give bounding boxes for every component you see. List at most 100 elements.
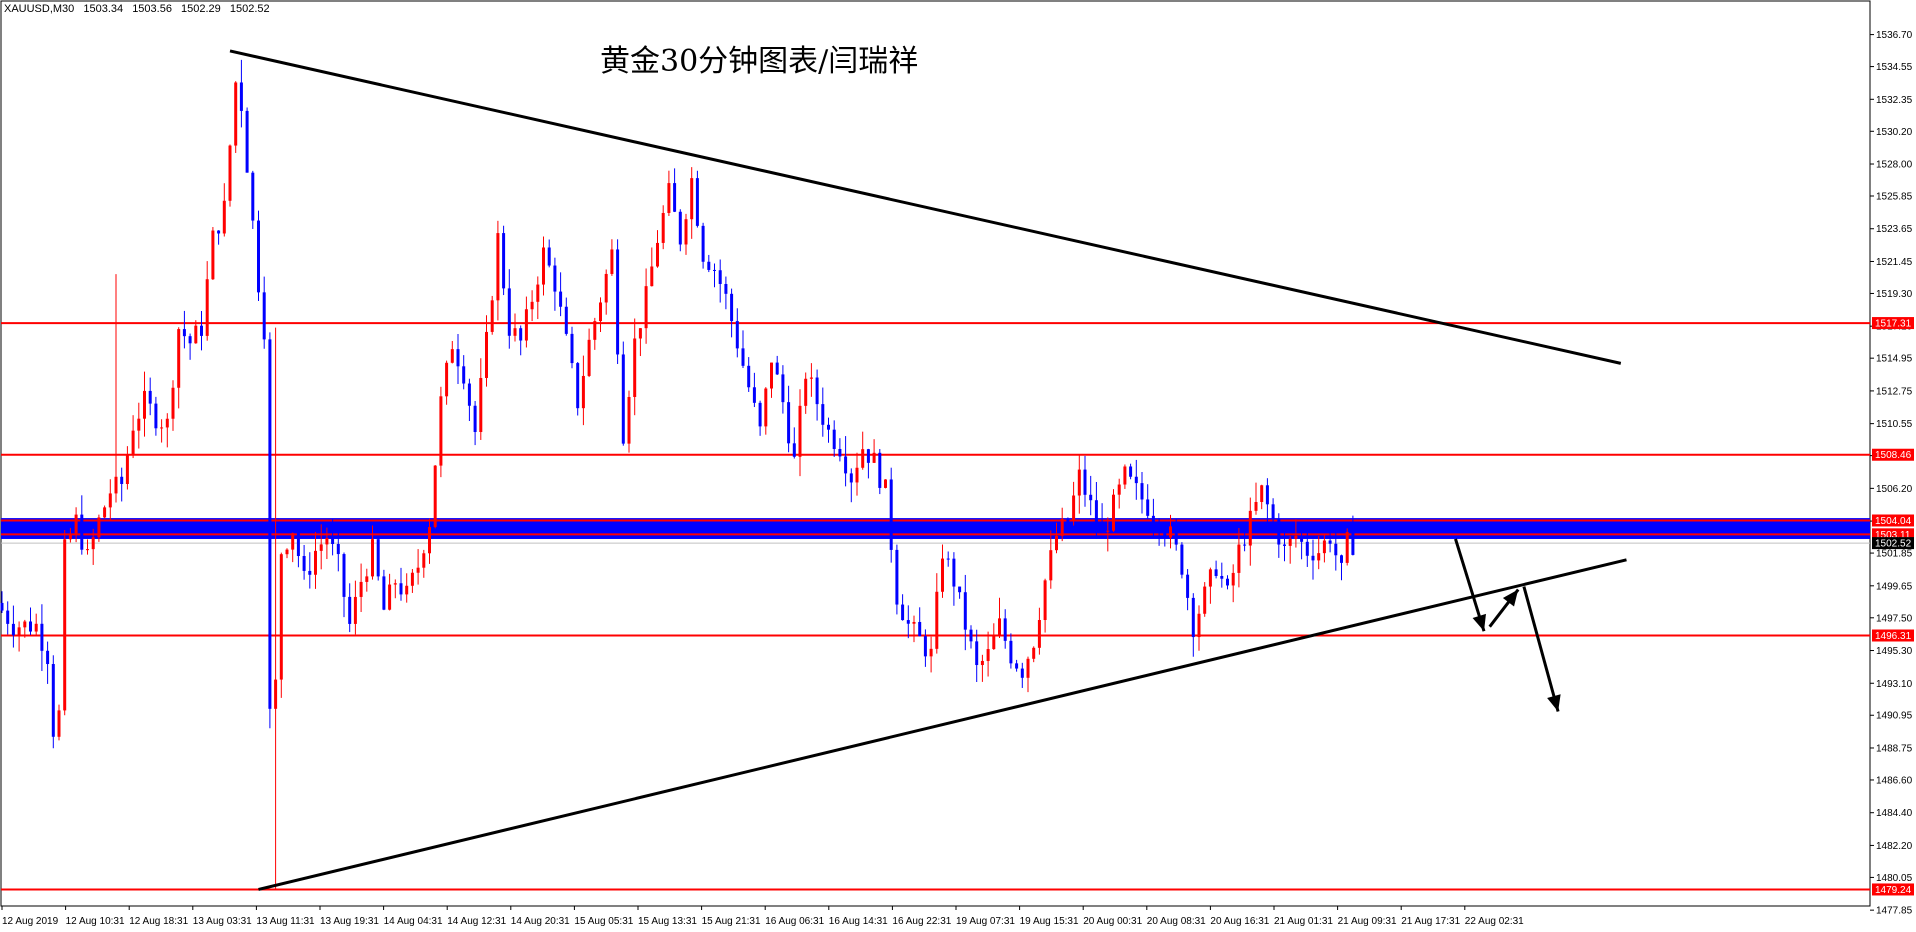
trendline-lower — [258, 558, 1627, 891]
candle-body — [1140, 483, 1144, 500]
candle-body — [741, 348, 745, 366]
candle-body — [365, 576, 369, 582]
candle-body — [906, 620, 910, 624]
candle-body — [302, 556, 306, 571]
candle-body — [1009, 640, 1013, 664]
candle-body — [1191, 597, 1195, 638]
candle-body — [1089, 494, 1093, 501]
candle-body — [91, 537, 95, 550]
level-tag-label: 1503.11 — [1875, 530, 1911, 541]
candle-body — [205, 279, 209, 336]
x-tick-label: 19 Aug 07:31 — [956, 916, 1015, 927]
candle-body — [638, 328, 642, 339]
y-tick-label: 1519.30 — [1876, 289, 1913, 300]
candle-body — [593, 321, 597, 340]
candle-body — [490, 300, 494, 332]
candle-body — [713, 269, 716, 271]
candle-body — [730, 293, 734, 322]
candle-body — [268, 339, 272, 709]
candle-body — [17, 627, 21, 636]
candle-body — [137, 418, 141, 431]
candle-body — [1260, 485, 1264, 503]
y-tick-label: 1477.85 — [1876, 906, 1913, 917]
candle-body — [536, 284, 540, 302]
candle-body — [929, 648, 933, 657]
candle-body — [416, 567, 420, 573]
level-tag — [1872, 629, 1914, 642]
candle-body — [114, 476, 118, 494]
y-tick-label: 1536.70 — [1876, 30, 1913, 41]
candle-body — [496, 233, 500, 301]
close-value: 1502.52 — [229, 3, 270, 15]
x-tick-label: 16 Aug 22:31 — [892, 916, 951, 927]
candle-body — [279, 554, 283, 680]
y-tick-label: 1514.95 — [1876, 354, 1913, 365]
candle-body — [228, 145, 232, 201]
level-tag — [1872, 317, 1914, 330]
candle-body — [667, 183, 671, 213]
x-tick-label: 16 Aug 14:31 — [829, 916, 888, 927]
x-tick-label: 14 Aug 04:31 — [384, 916, 443, 927]
candle-body — [251, 172, 255, 221]
candle-body — [969, 629, 973, 642]
high-value: 1503.56 — [132, 3, 172, 15]
candle-body — [1106, 530, 1110, 532]
candle-body — [963, 592, 967, 630]
candle-body — [160, 427, 164, 429]
candle-body — [125, 455, 129, 484]
level-tag-label: 1496.31 — [1875, 631, 1912, 642]
candle-body — [1271, 504, 1275, 520]
candle-body — [1197, 613, 1201, 638]
y-tick-label: 1534.55 — [1876, 62, 1913, 73]
candle-body — [616, 249, 620, 355]
candle-body — [507, 288, 511, 336]
y-tick-label: 1521.45 — [1876, 257, 1913, 268]
candle-body — [1334, 543, 1338, 556]
candle-body — [770, 362, 773, 389]
y-tick-label: 1486.60 — [1876, 775, 1913, 786]
candle-body — [576, 363, 580, 409]
candle-body — [1117, 484, 1121, 495]
candle-body — [524, 309, 528, 341]
candle-body — [644, 286, 648, 329]
candle-body — [57, 710, 61, 737]
candle-body — [998, 618, 1001, 636]
candle-body — [787, 402, 791, 444]
x-tick-label: 13 Aug 03:31 — [193, 916, 252, 927]
candle-body — [1317, 553, 1321, 561]
y-tick-label: 1482.20 — [1876, 841, 1913, 852]
candle-body — [29, 621, 32, 632]
candle-body — [485, 331, 488, 378]
low-value: 1502.29 — [181, 3, 221, 15]
candle-body — [707, 261, 711, 270]
candle-body — [1226, 578, 1229, 586]
x-tick-label: 12 Aug 10:31 — [66, 916, 125, 927]
x-tick-label: 12 Aug 2019 — [2, 916, 59, 927]
y-tick-label: 1506.20 — [1876, 484, 1913, 495]
candle-body — [1055, 535, 1058, 551]
candle-body — [918, 621, 922, 637]
candle-body — [86, 549, 89, 551]
candle-body — [473, 405, 477, 433]
candle-body — [747, 365, 751, 388]
candle-body — [462, 366, 466, 384]
forecast-arrow-head — [1502, 589, 1519, 607]
candle-body — [1237, 544, 1241, 573]
level-tag — [1872, 883, 1914, 896]
candle-body — [1283, 544, 1286, 546]
candle-body — [393, 583, 397, 585]
candle-body — [980, 660, 984, 666]
candle-body — [866, 449, 870, 463]
candle-body — [428, 527, 431, 554]
candle-body — [165, 418, 169, 428]
y-tick-label: 1484.40 — [1876, 808, 1913, 819]
x-tick-label: 14 Aug 20:31 — [511, 916, 570, 927]
candle-body — [656, 242, 659, 267]
candle-body — [371, 539, 374, 577]
ohlc-header: XAUUSD,M30 1503.34 1503.56 1502.29 1502.… — [4, 3, 276, 15]
x-tick-label: 19 Aug 15:31 — [1020, 916, 1079, 927]
candle-body — [1351, 532, 1355, 555]
candle-body — [217, 230, 221, 234]
candle-body — [410, 572, 414, 586]
candle-body — [781, 374, 785, 403]
